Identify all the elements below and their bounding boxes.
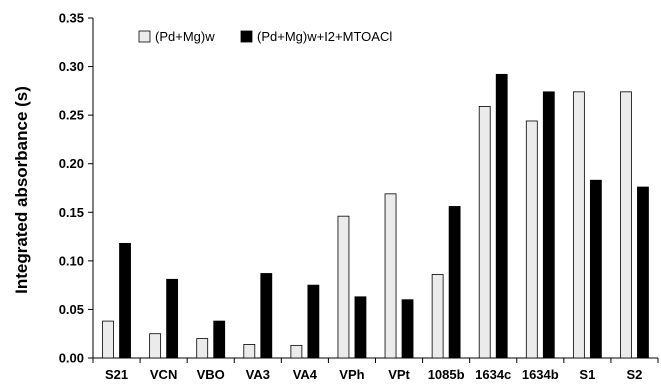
bar-series-2	[213, 320, 226, 359]
y-tick-label: 0.25	[59, 108, 84, 123]
x-tick-label: S2	[627, 367, 643, 382]
x-tick-label: 1634c	[475, 367, 511, 382]
bar-series-2	[448, 206, 461, 359]
bar-series-1	[572, 91, 585, 359]
bar-series-2	[495, 73, 508, 359]
bar-series-2	[354, 296, 367, 359]
y-tick-label: 0.30	[59, 59, 84, 74]
bar-series-2	[260, 273, 273, 359]
y-tick-label: 0.20	[59, 156, 84, 171]
x-tick-label: VPh	[339, 367, 364, 382]
y-tick-label: 0.00	[59, 351, 84, 366]
x-tick-label: VCN	[150, 367, 177, 382]
y-tick-label: 0.05	[59, 302, 84, 317]
y-tick-label: 0.35	[59, 11, 84, 26]
x-tick-label: S21	[105, 367, 128, 382]
bar-series-1	[384, 193, 397, 359]
x-tick-label: S1	[579, 367, 595, 382]
bar-series-2	[637, 186, 649, 359]
bar-series-1	[102, 320, 114, 359]
bars	[102, 73, 649, 359]
bar-series-1	[290, 344, 303, 359]
x-tick-label: 1085b	[428, 367, 465, 382]
legend-swatch-2	[240, 30, 253, 43]
x-tick-label: VA3	[246, 367, 270, 382]
bar-series-1	[525, 120, 538, 359]
bar-series-2	[307, 284, 320, 359]
bar-series-2	[542, 91, 555, 359]
y-axis-label: Integrated absorbance (s)	[12, 86, 31, 294]
y-tick-label: 0.15	[59, 205, 84, 220]
bar-series-2	[166, 278, 179, 359]
y-tick-label: 0.10	[59, 253, 84, 268]
bar-series-1	[149, 333, 162, 359]
y-axis: 0.00 0.05 0.10 0.15 0.20 0.25 0.30 0.35	[59, 11, 94, 366]
bar-series-2	[119, 242, 131, 359]
bar-series-1	[196, 338, 209, 359]
bar-series-1	[243, 343, 256, 359]
bar-series-1	[431, 274, 444, 359]
x-tick-label: 1634b	[522, 367, 559, 382]
legend-label-2: (Pd+Mg)w+I2+MTOACl	[257, 29, 392, 44]
x-tick-label: VA4	[293, 367, 318, 382]
legend: (Pd+Mg)w (Pd+Mg)w+I2+MTOACl	[138, 29, 392, 44]
legend-swatch-1	[138, 30, 151, 43]
bar-series-1	[337, 215, 350, 359]
x-axis: S21 VCN VBO VA3 VA4 VPh VPt 1085b 1634c 1634b S1 S2	[92, 357, 659, 382]
bar-series-2	[589, 179, 602, 359]
bar-series-1	[478, 106, 491, 359]
legend-label-1: (Pd+Mg)w	[155, 29, 215, 44]
bar-series-2	[401, 299, 414, 359]
bar-series-1	[620, 91, 632, 359]
x-tick-label: VBO	[197, 367, 225, 382]
x-tick-label: VPt	[388, 367, 410, 382]
